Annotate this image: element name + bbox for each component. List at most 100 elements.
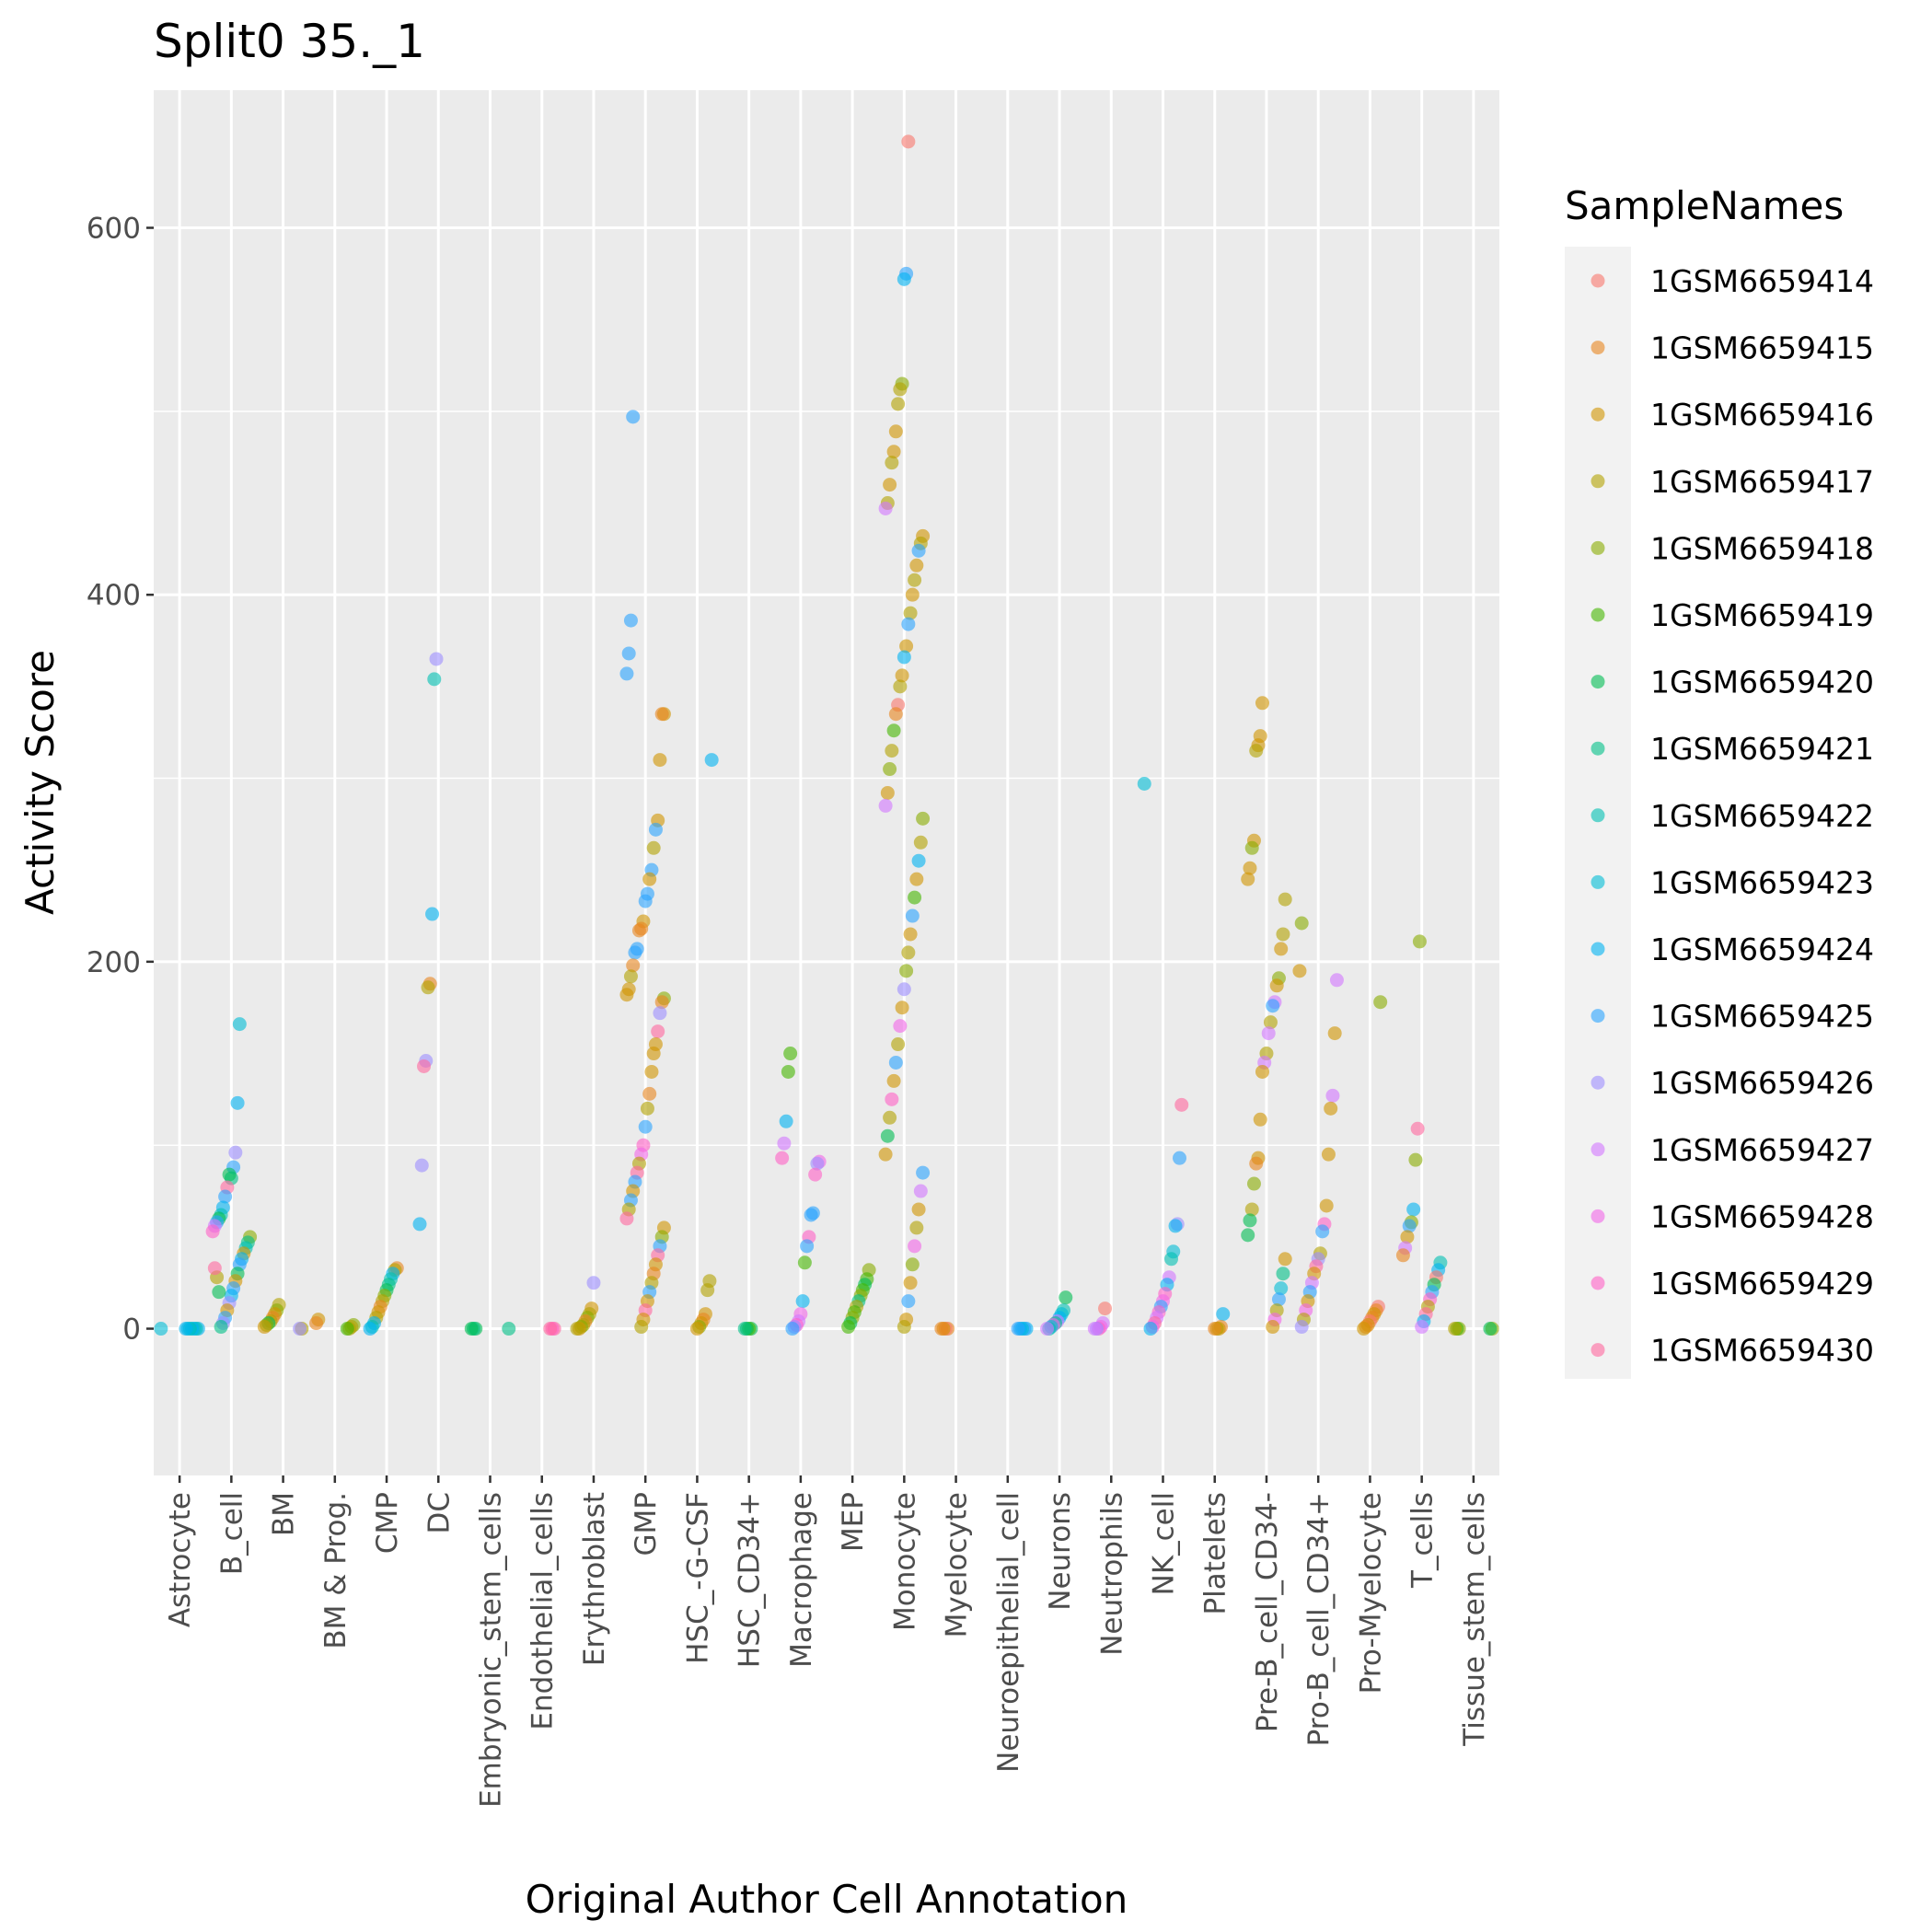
points-CMP (363, 1261, 404, 1336)
data-point (916, 811, 931, 826)
data-point (1415, 1320, 1429, 1335)
data-point (214, 1320, 228, 1335)
data-point (634, 1320, 649, 1335)
data-point (888, 1055, 903, 1070)
data-point (878, 501, 893, 515)
legend-key (1591, 675, 1605, 689)
legend-label: 1GSM6659415 (1650, 330, 1874, 366)
points-BM & Prog. (309, 1313, 361, 1336)
x-tick-label: Pro-B_cell_CD34+ (1302, 1492, 1336, 1746)
data-point (891, 397, 906, 411)
legend-key (1591, 607, 1605, 622)
data-point (885, 456, 899, 470)
data-point (1087, 1322, 1102, 1336)
data-point (179, 1322, 193, 1336)
data-point (638, 1119, 653, 1134)
data-point (640, 1101, 654, 1116)
data-point (1395, 1248, 1410, 1263)
data-point (257, 1320, 272, 1335)
points-Myelocyte (934, 1322, 955, 1336)
data-point (293, 1322, 307, 1336)
x-tick-label: Neutrophils (1095, 1492, 1128, 1656)
data-point (1249, 744, 1264, 758)
data-point (623, 613, 638, 628)
data-point (543, 1322, 558, 1336)
data-point (1294, 916, 1309, 931)
data-point (626, 958, 641, 973)
legend-label: 1GSM6659429 (1650, 1266, 1874, 1301)
legend-label: 1GSM6659418 (1650, 530, 1874, 566)
data-point (230, 1095, 245, 1110)
data-point (913, 1184, 928, 1198)
data-point (1373, 995, 1388, 1010)
points-Neurons (1040, 1290, 1073, 1336)
data-point (897, 650, 911, 665)
legend-key (1591, 1142, 1605, 1157)
data-point (427, 672, 442, 687)
data-point (893, 1019, 908, 1034)
data-point (1402, 1219, 1417, 1233)
data-point (905, 1257, 920, 1272)
data-point (628, 945, 642, 960)
data-point (646, 840, 661, 855)
points-T_cells (1395, 934, 1448, 1335)
data-point (899, 964, 914, 978)
legend-key (1591, 1276, 1605, 1290)
x-tick-label: Endothelial_cells (526, 1492, 560, 1730)
legend: SampleNames 1GSM6659414 1GSM6659415 1GSM66… (1565, 183, 1874, 1379)
points-Erythroblast (570, 1276, 601, 1336)
data-point (1408, 1152, 1423, 1167)
x-tick-label: B_cell (215, 1492, 249, 1575)
data-point (232, 1017, 247, 1032)
data-point (885, 1092, 899, 1106)
data-point (1274, 1281, 1289, 1296)
data-point (883, 478, 897, 492)
points-B_cell (205, 1017, 258, 1335)
data-point (883, 1110, 897, 1125)
data-point (893, 679, 908, 694)
data-point (1249, 1156, 1264, 1171)
data-point (903, 927, 918, 942)
x-tick-label: Neurons (1044, 1492, 1077, 1611)
data-point (781, 1064, 795, 1079)
data-point (205, 1224, 220, 1239)
data-point (911, 853, 926, 868)
data-point (704, 753, 719, 768)
data-point (1276, 1267, 1290, 1281)
data-point (623, 969, 638, 984)
data-point (804, 1208, 818, 1222)
legend-label: 1GSM6659427 (1650, 1132, 1874, 1168)
data-point (621, 646, 636, 661)
y-tick-label: 400 (87, 579, 141, 612)
legend-key (1591, 341, 1605, 355)
points-Neutrophils (1087, 1301, 1113, 1336)
data-point (908, 573, 922, 587)
points-Tissue_stem_cells (1448, 1322, 1499, 1336)
legend-key (1591, 273, 1605, 288)
data-point (888, 707, 903, 722)
data-point (775, 1151, 790, 1165)
x-tick-label: Pro-Myelocyte (1354, 1492, 1387, 1694)
data-point (651, 1024, 665, 1039)
data-point (425, 907, 440, 921)
points-BM (257, 1298, 309, 1336)
chart-title: Split0 35._1 (154, 15, 425, 68)
data-point (886, 1073, 901, 1088)
y-tick-label: 200 (87, 946, 141, 979)
x-tick-label: NK_cell (1148, 1492, 1181, 1595)
legend-key (1591, 474, 1605, 489)
data-point (1172, 1151, 1186, 1165)
data-point (800, 1239, 815, 1254)
x-tick-label: MEP (837, 1492, 870, 1552)
data-point (893, 382, 908, 397)
data-point (808, 1167, 823, 1182)
data-point (886, 723, 901, 738)
data-point (1271, 1292, 1286, 1307)
data-point (880, 1128, 895, 1143)
data-point (1208, 1322, 1222, 1336)
points-HSC_-G-CSF (689, 753, 719, 1336)
data-point (654, 995, 669, 1010)
data-point (1266, 999, 1280, 1013)
data-point (913, 835, 928, 850)
